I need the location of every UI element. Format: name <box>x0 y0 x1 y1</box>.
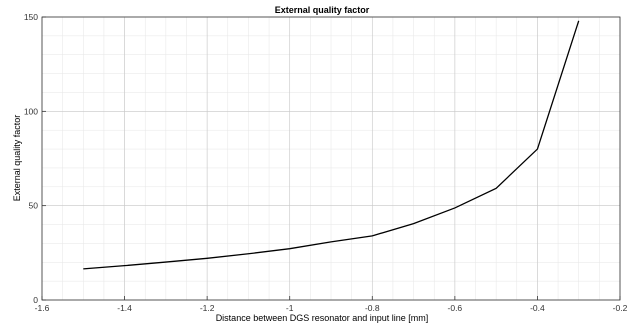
plot-frame <box>41 16 621 301</box>
series-group <box>83 20 580 270</box>
y-axis-label: External quality factor <box>12 115 22 202</box>
y-tick-label: 150 <box>24 12 38 22</box>
x-tick-label: -0.4 <box>530 303 545 313</box>
y-tick-labels: 0 50 100 150 <box>24 12 38 305</box>
minor-grid <box>42 17 620 300</box>
x-tick-label: -0.6 <box>448 303 463 313</box>
y-tick-label: 100 <box>24 106 38 116</box>
y-tick-label: 0 <box>33 295 38 305</box>
x-tick-label: -1 <box>286 303 294 313</box>
x-tick-labels: -1.6 -1.4 -1.2 -1 -0.8 -0.6 -0.4 -0.2 <box>35 303 628 313</box>
x-axis-label: Distance between DGS resonator and input… <box>216 313 429 323</box>
x-tick-label: -0.2 <box>613 303 628 313</box>
chart-title: External quality factor <box>275 5 370 15</box>
tick-marks <box>41 16 621 301</box>
x-tick-label: -1.4 <box>117 303 132 313</box>
x-tick-label: -0.8 <box>365 303 380 313</box>
x-tick-label: -1.2 <box>200 303 215 313</box>
x-tick-label: -1.6 <box>35 303 50 313</box>
y-tick-label: 50 <box>29 201 39 211</box>
series-line <box>83 20 580 270</box>
